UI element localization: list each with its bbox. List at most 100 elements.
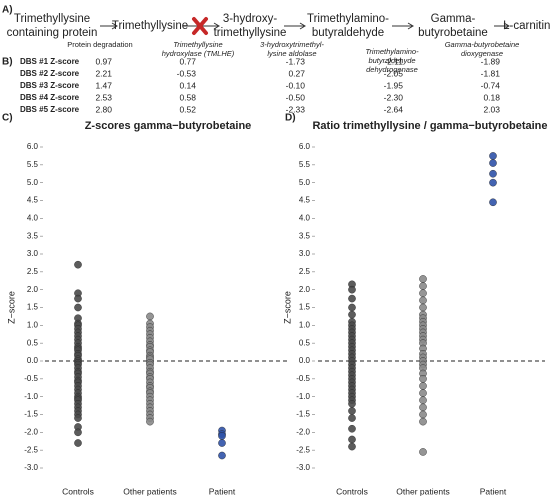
- y-tick-label: 4.5: [27, 196, 39, 205]
- data-point: [74, 414, 82, 422]
- pathway-node: Trimethylamino-: [307, 13, 389, 25]
- table-cell: 1.47: [95, 80, 112, 90]
- x-tick-label: Controls: [62, 486, 94, 496]
- y-tick-label: 6.0: [27, 142, 39, 151]
- y-tick-label: -1.0: [24, 392, 38, 401]
- table-cell: -2.05: [384, 68, 404, 78]
- y-tick-label: 4.0: [299, 213, 311, 222]
- y-tick-label: 2.0: [27, 285, 39, 294]
- data-point: [419, 382, 427, 390]
- data-point: [146, 417, 154, 426]
- y-tick-label: -3.0: [24, 463, 38, 472]
- pathway-node: butyrobetaine: [418, 27, 488, 39]
- data-point: [348, 310, 356, 319]
- chart-title: Ratio trimethyllysine / gamma−butyrobeta…: [312, 120, 547, 132]
- data-point: [489, 152, 497, 160]
- y-tick-label: 3.0: [299, 249, 311, 258]
- y-tick-label: 2.5: [27, 267, 39, 276]
- x-tick-label: Other patients: [123, 486, 176, 496]
- row-label: DBS #2 Z-score: [20, 69, 80, 78]
- data-point: [74, 260, 82, 269]
- data-point: [74, 303, 82, 312]
- table-cell: -2.64: [384, 104, 404, 114]
- table-cell: 2.80: [95, 104, 112, 114]
- y-tick-label: 3.5: [27, 231, 39, 240]
- table-cell: -1.89: [481, 56, 501, 66]
- y-tick-label: 6.0: [299, 142, 311, 151]
- table-cell: 0.58: [179, 92, 196, 102]
- panel-label: C): [2, 113, 13, 124]
- panel-label: A): [2, 5, 13, 16]
- blocked-step-cross: [192, 17, 208, 35]
- data-point: [348, 399, 356, 408]
- panel-label: B): [2, 57, 13, 68]
- enzyme-label: lysine aldolase: [267, 49, 316, 58]
- data-point: [74, 439, 82, 447]
- y-tick-label: -0.5: [296, 374, 310, 383]
- table-cell: -0.10: [286, 80, 306, 90]
- enzyme-label: Trimethylamino-: [365, 47, 419, 56]
- y-tick-label: 0.0: [299, 356, 311, 365]
- data-point: [74, 428, 82, 437]
- data-point: [419, 417, 427, 426]
- y-tick-label: 3.5: [299, 231, 311, 240]
- panel-label: D): [285, 113, 296, 124]
- y-tick-label: -1.5: [24, 410, 38, 419]
- data-point: [419, 303, 427, 312]
- table-cell: -2.11: [384, 56, 403, 66]
- data-point: [348, 285, 356, 294]
- enzyme-label: Trimethyllysine: [173, 40, 222, 49]
- table-cell: -0.74: [481, 80, 501, 90]
- y-tick-label: -1.5: [296, 410, 310, 419]
- row-label: DBS #3 Z-score: [20, 81, 80, 90]
- y-tick-label: -2.5: [24, 445, 38, 454]
- y-tick-label: 5.0: [27, 178, 39, 187]
- data-point: [419, 403, 427, 412]
- data-point: [348, 407, 356, 415]
- data-point: [348, 414, 356, 422]
- table-cell: 2.53: [95, 92, 112, 102]
- data-point: [348, 303, 356, 312]
- enzyme-label: hydroxylase (TMLHE): [162, 49, 235, 58]
- row-label: DBS #5 Z-score: [20, 105, 80, 114]
- data-point: [348, 294, 356, 303]
- chart-title: Z-scores gamma−butyrobetaine: [85, 120, 252, 132]
- pathway-node: Gamma-: [431, 13, 476, 25]
- enzyme-label: butyraldehyde: [368, 56, 415, 65]
- x-tick-label: Controls: [336, 486, 368, 496]
- y-axis-label: Z−score: [282, 291, 292, 324]
- y-tick-label: 0.5: [27, 338, 39, 347]
- table-cell: 0.52: [179, 104, 196, 114]
- y-tick-label: -3.0: [296, 463, 310, 472]
- x-tick-label: Other patients: [396, 486, 449, 496]
- data-point: [348, 435, 356, 444]
- y-tick-label: 1.5: [27, 303, 39, 312]
- data-point: [489, 198, 497, 207]
- table-cell: 0.18: [483, 92, 500, 102]
- data-point: [74, 294, 82, 303]
- y-tick-label: 1.0: [299, 320, 311, 329]
- table-cell: -0.53: [177, 68, 197, 78]
- data-point: [419, 448, 427, 456]
- table-cell: 0.77: [179, 56, 196, 66]
- y-tick-label: 2.5: [299, 267, 311, 276]
- y-tick-label: 5.5: [299, 160, 311, 169]
- x-tick-label: Patient: [480, 486, 507, 496]
- data-point: [419, 375, 427, 383]
- table-cell: -1.73: [286, 56, 306, 66]
- y-tick-label: 5.5: [27, 160, 39, 169]
- data-point: [489, 178, 497, 187]
- y-tick-label: -2.5: [296, 445, 310, 454]
- y-tick-label: 0.5: [299, 338, 311, 347]
- y-tick-label: 3.0: [27, 249, 39, 258]
- enzyme-label: 3-hydroxytrimethyl-: [260, 40, 324, 49]
- enzyme-label: Gamma-butyrobetaine: [445, 40, 520, 49]
- y-tick-label: -2.0: [296, 427, 310, 436]
- pathway-node: L-carnitine: [503, 20, 550, 32]
- row-label: DBS #1 Z-score: [20, 57, 80, 66]
- table-cell: -0.50: [286, 92, 306, 102]
- data-point: [419, 289, 427, 298]
- data-point: [218, 451, 226, 460]
- data-point: [146, 312, 154, 321]
